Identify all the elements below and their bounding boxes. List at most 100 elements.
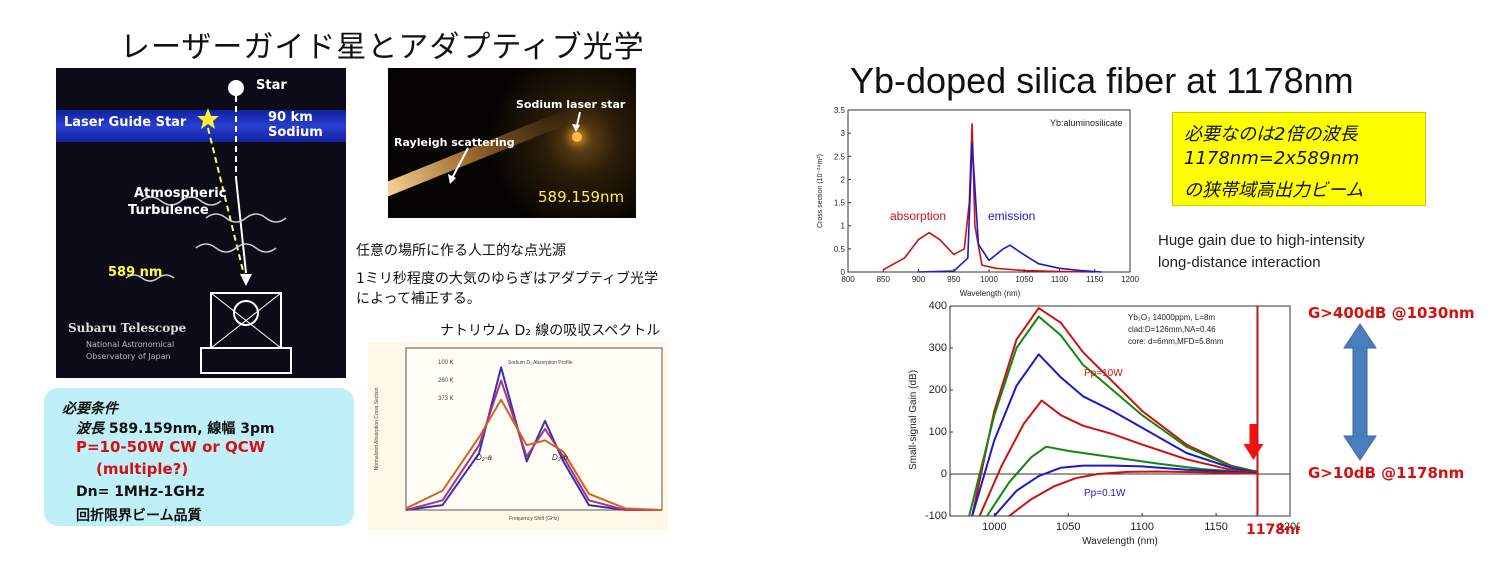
marker-arrow-head	[1243, 444, 1264, 460]
observatory-line-1: National Astronomical	[86, 340, 175, 349]
sodium-star-label: Sodium laser star	[516, 98, 626, 111]
y-tick-label: 2.5	[834, 152, 846, 161]
x-tick-label: 850	[877, 275, 891, 284]
requirements-power: P=10-50W CW or QCW	[76, 438, 266, 456]
gain-note-2: long-distance interaction	[1158, 254, 1321, 271]
series-line-0	[971, 307, 1258, 517]
sodium-laser-photo: Rayleigh scattering Sodium laser star 58…	[388, 68, 636, 218]
description-2a: 1ミリ秒程度の大気のゆらぎはアダプティブ光学	[356, 271, 659, 287]
cross-section-svg: 800 850 900 950 1000 1050 1100 1150 1200 0 0.5 1 1.5…	[817, 106, 1139, 298]
laser-beam	[207, 127, 247, 284]
description-2b: によって補正する。	[356, 291, 481, 307]
x-tick-label: 900	[912, 275, 926, 284]
sodium-spectrum-chart: 100 K 260 K 373 K Sodium D₂ Absorption P…	[368, 342, 668, 530]
emission-label: emission	[988, 209, 1035, 223]
series-line-3	[978, 399, 1258, 517]
y-tick-label: 0	[941, 468, 947, 480]
y-tick-label: 300	[929, 342, 947, 354]
sodium-layer-band	[56, 110, 346, 142]
series-line-2	[405, 398, 663, 511]
turbulence-label-1: Atmospheric	[134, 186, 227, 201]
turbulence-wave-1	[140, 196, 222, 206]
requirements-wavelength: 波長 589.159nm, 線幅 3pm	[76, 418, 275, 438]
d2b-label: D₂-b	[552, 453, 568, 462]
sodium-xlabel: Frequency Shift (GHz)	[509, 516, 559, 522]
gain-label-low: G>10dB @1178nm	[1308, 464, 1465, 482]
sodium-spectrum-svg: 100 K 260 K 373 K Sodium D₂ Absorption P…	[374, 347, 663, 522]
photo-wavelength-label: 589.159nm	[538, 188, 625, 206]
telescope-illustration	[125, 80, 292, 374]
cross-section-chart: 800 850 900 950 1000 1050 1100 1150 1200 0 0.5 1 1.5…	[810, 104, 1140, 304]
telescope-name: Subaru Telescope	[68, 321, 187, 335]
light-arrowhead	[240, 274, 252, 286]
altitude-label: 90 km	[268, 110, 313, 125]
cs-ylabel: Cross section (10⁻²⁴m²)	[817, 154, 824, 228]
x-tick-label: 1050	[1015, 275, 1033, 284]
y-tick-label: 3.5	[834, 106, 846, 115]
absorption-label: absorption	[890, 209, 946, 223]
series-line-1	[918, 141, 1102, 273]
star-label: Star	[256, 78, 287, 93]
y-tick-label: 1	[841, 222, 846, 231]
requirements-box	[44, 388, 354, 526]
series-line-2	[971, 353, 1258, 517]
star-icon	[228, 80, 244, 96]
wavelength-label: 589 nm	[108, 265, 163, 280]
gain-xlabel: Wavelength (nm)	[1082, 536, 1158, 546]
pp-10w-label: Pp=10W	[1084, 368, 1123, 379]
turbulence-wave-2	[205, 213, 287, 223]
wavelength-value: 589.159nm, 線幅 3pm	[104, 421, 275, 437]
rayleigh-label: Rayleigh scattering	[394, 136, 515, 149]
y-tick-label: 200	[929, 384, 947, 396]
left-slide-title: レーザーガイド星とアダプティブ光学	[120, 30, 645, 65]
requirements-dn: Dn= 1MHz-1GHz	[76, 484, 205, 500]
gain-annotation-2: clad:D=126mm,NA=0.46	[1128, 325, 1216, 334]
series-line-4	[986, 445, 1258, 517]
x-tick-label: 800	[841, 275, 855, 284]
requirements-beam-quality: 回折限界ビーム品質	[76, 508, 202, 524]
sodium-star-dot	[572, 132, 582, 142]
gain-annotation-1: Yb₂O₃ 14000ppm, L=8m	[1128, 313, 1215, 322]
incoming-light-ray	[235, 177, 247, 274]
marker-label-1178: 1178nm	[1246, 522, 1300, 538]
y-tick-label: 1.5	[834, 199, 846, 208]
laser-guide-star-label: Laser Guide Star	[64, 115, 187, 130]
x-tick-label: 1000	[980, 275, 998, 284]
d2a-label: D₂-a	[476, 453, 492, 462]
y-tick-label: 400	[929, 300, 947, 312]
y-tick-label: -100	[925, 510, 947, 522]
cs-annotation: Yb:aluminosilicate	[1050, 118, 1123, 128]
highlight-box	[1172, 112, 1426, 206]
requirements-heading: 必要条件	[62, 401, 118, 417]
turbulence-label-2: Turbulence	[128, 203, 209, 218]
description-1: 任意の場所に作る人工的な点光源	[356, 243, 566, 259]
x-tick-label: 1100	[1130, 521, 1154, 533]
gain-label-high: G>400dB @1030nm	[1308, 304, 1475, 322]
gain-note-1: Huge gain due to high-intensity	[1158, 232, 1365, 249]
right-slide-title: Yb-doped silica fiber at 1178nm	[850, 60, 1354, 101]
series-line-6	[1008, 470, 1258, 517]
series-line-1	[968, 315, 1258, 517]
observatory-building	[200, 347, 292, 374]
gain-ylabel: Small-signal Gain (dB)	[908, 370, 919, 470]
x-tick-label: 1100	[1051, 275, 1069, 284]
series-line-5	[993, 464, 1258, 517]
wavelength-prefix: 波長	[76, 421, 104, 437]
pp-01w-label: Pp=0.1W	[1084, 488, 1126, 499]
x-tick-label: 1050	[1056, 521, 1080, 533]
highlight-line-2: 1178nm=2x589nm	[1184, 148, 1360, 169]
sodium-legend-100k: 100 K	[438, 360, 454, 366]
telescope-figure: Star Laser Guide Star 90 km Sodium Atmos…	[56, 68, 346, 378]
laser-guide-star-icon	[197, 108, 219, 129]
sodium-profile-annotation: Sodium D₂ Absorption Profile	[508, 360, 573, 366]
sodium-ylabel: Normalized Absorption Cross Section	[374, 387, 380, 470]
y-tick-label: 0.5	[834, 245, 846, 254]
x-tick-label: 950	[947, 275, 961, 284]
x-tick-label: 1000	[982, 521, 1006, 533]
sodium-legend-373k: 373 K	[438, 396, 454, 402]
spectrum-title: ナトリウム D₂ 線の吸収スペクトル	[440, 323, 661, 339]
sodium-label: Sodium	[268, 125, 323, 140]
marker-arrow-shaft	[1249, 424, 1258, 444]
y-tick-label: 0	[841, 268, 846, 277]
turbulence-wave-3	[195, 243, 277, 253]
